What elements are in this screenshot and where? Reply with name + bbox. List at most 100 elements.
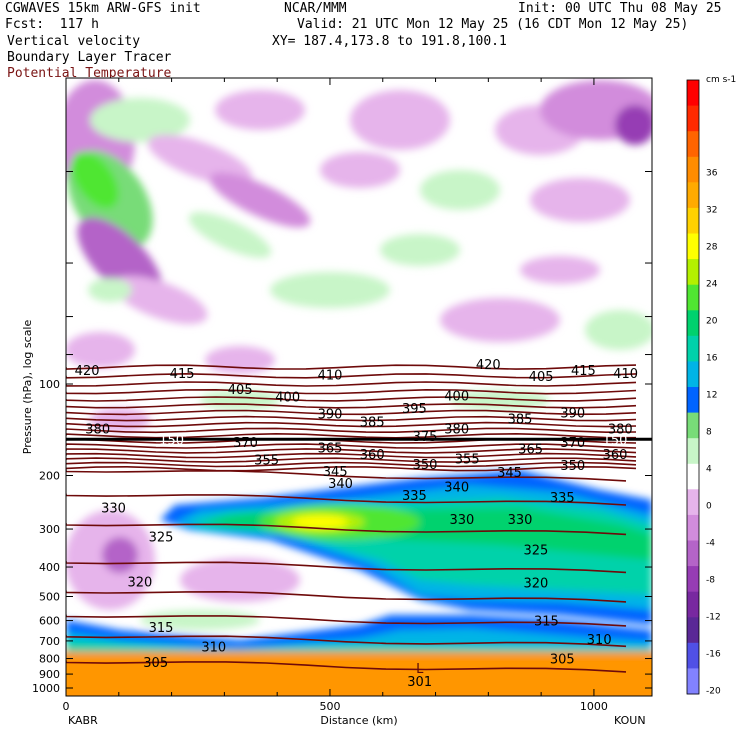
valid-time: Valid: 21 UTC Mon 12 May 25 (16 CDT Mon … — [297, 17, 689, 32]
plot-frame — [65, 77, 653, 697]
y-tick-label: 1000 — [32, 682, 60, 695]
init-time: Init: 00 UTC Thu 08 May 25 — [518, 1, 722, 16]
x-tick-label: 1000 — [580, 700, 608, 713]
colorbar-label: 24 — [706, 279, 718, 289]
theta-label: 310 — [587, 633, 612, 648]
theta-label: 350 — [413, 458, 438, 473]
colorbar-swatch — [687, 131, 699, 158]
theta-label: 360 — [603, 448, 628, 463]
theta-label: 370 — [233, 436, 258, 451]
colorbar-swatch — [687, 489, 699, 516]
theta-label: 325 — [149, 531, 174, 546]
theta-label: 345 — [497, 466, 522, 481]
theta-labels: 420 415 410 420 405 415 410 405 400 400 395 390 385 3… — [75, 358, 638, 690]
theta-contour-line — [66, 452, 637, 459]
theta-label: 335 — [550, 491, 575, 506]
colorbar-label: 12 — [706, 390, 717, 400]
field-potential-temperature: Potential Temperature — [7, 66, 172, 81]
theta-contour-line — [66, 465, 637, 472]
theta-label: 365 — [518, 443, 543, 458]
vertical-velocity-shading — [66, 80, 652, 696]
theta-label: 370 — [560, 436, 585, 451]
field-region — [147, 134, 253, 186]
field-region — [585, 310, 652, 350]
theta-label: 405 — [529, 370, 554, 385]
theta-contour-line — [66, 634, 627, 648]
theta-contour-line — [66, 372, 637, 379]
theta-label: 355 — [455, 453, 480, 468]
field-region — [380, 234, 460, 266]
field-region — [66, 332, 135, 368]
forecast-hour: Fcst: 117 h — [5, 17, 99, 32]
theta-label: 330 — [101, 502, 126, 517]
field-region — [520, 256, 600, 284]
colorbar-swatch — [687, 412, 699, 439]
field-region — [209, 172, 311, 228]
field-region — [530, 178, 630, 222]
theta-contour-line — [66, 561, 627, 574]
colorbar-swatch — [687, 668, 699, 695]
theta-label: 340 — [328, 477, 353, 492]
colorbar-label: -4 — [706, 538, 715, 548]
colorbar-label: 0 — [706, 501, 712, 511]
field-vertical-velocity: Vertical velocity — [7, 34, 141, 49]
y-tick-label: 700 — [39, 635, 60, 648]
theta-contour-line — [66, 443, 637, 449]
x-axis-label: Distance (km) — [320, 714, 397, 727]
theta-label: 415 — [170, 367, 195, 382]
y-tick-label: 600 — [39, 615, 60, 628]
theta-contour-line — [66, 457, 637, 463]
y-tick-label: 200 — [39, 470, 60, 483]
theta-label: 400 — [444, 389, 469, 404]
field-region — [320, 152, 400, 188]
theta-label: 390 — [560, 406, 585, 421]
colorbar-swatch — [687, 259, 699, 286]
colorbar-swatch — [687, 361, 699, 388]
theta-label: 305 — [550, 653, 575, 668]
theta-label: 355 — [254, 453, 279, 468]
annotation-label: 150 — [159, 433, 184, 448]
theta-label: 365 — [318, 442, 343, 457]
colorbar-swatch — [687, 617, 699, 644]
theta-contour-line — [66, 493, 627, 506]
theta-label: 315 — [534, 615, 559, 630]
organization: NCAR/MMM — [284, 1, 347, 16]
theta-label: 340 — [444, 480, 469, 495]
theta-label: 390 — [318, 408, 343, 423]
theta-label: 315 — [149, 621, 174, 636]
colorbar-swatch — [687, 387, 699, 414]
colorbar-swatch — [687, 514, 699, 541]
field-region — [420, 170, 500, 210]
colorbar-swatch — [687, 80, 699, 107]
colorbar-frame — [686, 79, 700, 695]
cross-section-endpoints: XY= 187.4,173.8 to 191.8,100.1 — [272, 34, 507, 49]
colorbar-label: 36 — [706, 169, 718, 179]
field-region — [71, 151, 119, 209]
theta-contour-line — [66, 461, 637, 468]
colorbar-label: -16 — [706, 649, 721, 659]
colorbar-swatch — [687, 463, 699, 490]
y-tick-label: 800 — [39, 653, 60, 666]
annotation-label: L — [416, 662, 424, 677]
y-axis-label: Pressure (hPa), log scale — [21, 320, 34, 455]
left-endpoint-label: KABR — [68, 714, 98, 727]
theta-label: 345 — [323, 465, 348, 480]
plot-area — [66, 78, 652, 696]
theta-contour-line — [66, 523, 627, 536]
field-region — [215, 90, 305, 130]
colorbar-swatch — [687, 540, 699, 567]
theta-label: 410 — [318, 368, 343, 383]
theta-label: 380 — [444, 422, 469, 437]
colorbar-swatch — [687, 566, 699, 593]
x-tick-label: 0 — [63, 700, 70, 713]
theta-label: 360 — [360, 448, 385, 463]
colorbar-swatch — [687, 105, 699, 132]
theta-contour-line — [66, 381, 637, 387]
x-axis: 0 500 1000 — [63, 78, 608, 713]
theta-contour-line — [66, 432, 637, 439]
colorbar-label: 16 — [706, 353, 718, 363]
theta-label: 301 — [407, 675, 432, 690]
theta-label: 320 — [127, 576, 152, 591]
y-tick-label: 400 — [39, 561, 60, 574]
theta-label: 335 — [402, 489, 427, 504]
